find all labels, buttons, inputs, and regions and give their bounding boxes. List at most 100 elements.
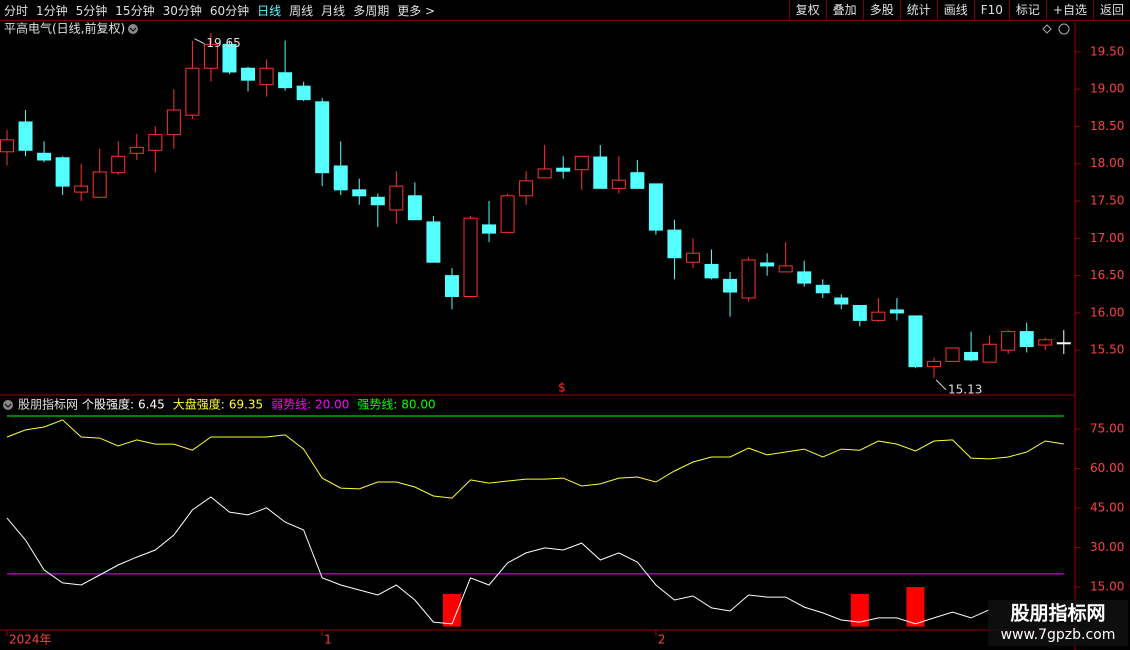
candle-body	[148, 134, 163, 151]
chevron	[129, 27, 137, 32]
period-tab[interactable]: 更多 >	[397, 3, 436, 18]
y-tick-label: 15.00	[1090, 580, 1124, 594]
stock-title: 平高电气(日线,前复权)	[4, 21, 125, 36]
candle-body	[1056, 342, 1071, 345]
candle-body	[444, 275, 459, 298]
period-tab[interactable]: 日线	[257, 3, 282, 18]
y-tick-label: 60.00	[1090, 461, 1124, 475]
tool-button[interactable]: 统计	[899, 0, 937, 20]
period-tab[interactable]: 1分钟	[36, 3, 68, 18]
period-tab[interactable]: 分时	[4, 3, 29, 18]
candle-body	[241, 67, 256, 81]
y-tick-label: 45.00	[1090, 501, 1124, 515]
legend-item: 强势线: 80.00	[357, 398, 435, 412]
candle-body	[945, 347, 960, 362]
candle-body	[333, 165, 348, 191]
signal-bar	[442, 593, 461, 627]
candle-body	[74, 185, 89, 193]
candle-body	[278, 72, 293, 89]
candle-body	[982, 343, 997, 363]
candle-body	[908, 315, 923, 368]
candle-body	[18, 121, 33, 151]
tool-button[interactable]: 返回	[1092, 0, 1130, 20]
high-label: 19.65	[206, 36, 240, 50]
chevron	[4, 403, 12, 408]
candle-body	[129, 146, 144, 154]
legend-item: 6.45	[138, 398, 165, 412]
tool-button[interactable]: 复权	[788, 0, 826, 20]
y-tick-label: 17.00	[1090, 231, 1124, 245]
candle-body	[482, 224, 497, 234]
y-tick-label: 16.50	[1090, 268, 1124, 282]
candle-body	[556, 167, 571, 172]
candle-body	[259, 67, 274, 86]
y-tick-label: 75.00	[1090, 422, 1124, 436]
candle-body	[185, 67, 200, 116]
candle-body	[500, 195, 515, 233]
candle-body	[463, 217, 478, 298]
period-tab[interactable]: 多周期	[353, 3, 390, 18]
x-tick-label: 1	[324, 633, 332, 647]
candle-body	[889, 309, 904, 314]
candle-body	[55, 157, 70, 187]
candle-body	[593, 156, 608, 189]
tool-button[interactable]: 叠加	[825, 0, 863, 20]
candle-body	[352, 189, 367, 197]
high-arrow	[194, 38, 205, 45]
candle-body	[537, 168, 552, 179]
watermark-title: 股朋指标网	[1010, 603, 1105, 625]
candle-body	[834, 297, 849, 305]
diamond-icon[interactable]	[1042, 24, 1052, 34]
y-tick-label: 30.00	[1090, 540, 1124, 554]
candle-body	[704, 263, 719, 279]
period-tab[interactable]: 月线	[321, 3, 346, 18]
tool-button[interactable]: 多股	[862, 0, 900, 20]
candle-body	[685, 252, 700, 263]
period-tab[interactable]: 周线	[289, 3, 314, 18]
period-tab[interactable]: 5分钟	[75, 3, 108, 18]
tool-button[interactable]: F10	[973, 0, 1009, 20]
indicator-title: 股朋指标网	[18, 397, 78, 412]
menu-icon[interactable]	[128, 24, 138, 34]
y-tick-label: 19.00	[1090, 82, 1124, 96]
candle-body	[630, 172, 645, 189]
candle-body	[203, 43, 218, 69]
period-tab[interactable]: 60分钟	[209, 3, 250, 18]
period-tab[interactable]: 30分钟	[162, 3, 202, 18]
candle-body	[797, 271, 812, 284]
legend-item: 弱势线: 20.00	[271, 398, 349, 412]
candle-body	[111, 155, 126, 174]
watermark-url: www.7gpzb.com	[1001, 627, 1116, 643]
candle-body	[723, 278, 738, 293]
candle-body	[37, 152, 52, 161]
candle-body	[648, 183, 663, 231]
candle-body	[611, 179, 626, 189]
candle-body	[760, 262, 775, 267]
candle-body	[1038, 339, 1053, 346]
tool-button[interactable]: +自选	[1045, 0, 1093, 20]
candle-body	[927, 360, 941, 368]
low-label: 15.13	[948, 382, 982, 396]
candle-body	[852, 304, 867, 321]
signal-bar	[906, 587, 925, 627]
period-tab[interactable]: 15分钟	[115, 3, 155, 18]
settings-icon[interactable]	[1058, 23, 1070, 35]
tool-button[interactable]: 画线	[936, 0, 974, 20]
candle-body	[166, 109, 181, 136]
menu-icon[interactable]	[3, 400, 13, 410]
candle-body	[1001, 331, 1016, 351]
signal-bar	[850, 593, 869, 627]
tool-button[interactable]: 标记	[1008, 0, 1046, 20]
candle-body	[0, 139, 14, 153]
candle-body	[574, 155, 589, 171]
candle-body	[426, 221, 441, 263]
candle-body	[667, 229, 682, 259]
y-tick-label: 16.00	[1090, 305, 1124, 319]
candle-body	[222, 43, 237, 73]
candle-body	[407, 195, 422, 221]
y-tick-label: 19.50	[1090, 44, 1124, 58]
series-line	[6, 419, 1064, 499]
candle-body	[1019, 331, 1034, 347]
low-arrow	[935, 379, 947, 391]
